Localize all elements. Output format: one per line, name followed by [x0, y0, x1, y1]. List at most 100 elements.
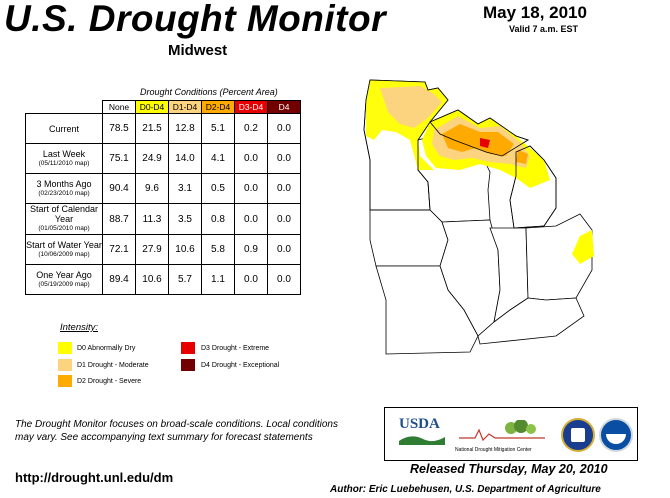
table-cell: 0.0	[267, 234, 301, 265]
legend-swatch-d4	[181, 359, 195, 371]
state-kentucky	[477, 297, 585, 345]
table-cell: 12.8	[168, 113, 202, 144]
row-label-text: 3 Months Ago	[36, 178, 92, 189]
table-cell: 0.0	[267, 203, 301, 235]
table-cell: 0.0	[267, 264, 301, 295]
table-cell: 10.6	[135, 264, 169, 295]
page-title: U.S. Drought Monitor	[4, 0, 386, 39]
table-cell: 14.0	[168, 143, 202, 174]
disclaimer-note: The Drought Monitor focuses on broad-sca…	[15, 419, 338, 443]
legend-label-d1: D1 Drought - Moderate	[77, 362, 149, 369]
table-cell: 0.0	[234, 143, 268, 174]
noaa-logo-icon	[599, 418, 633, 452]
usda-logo: USDA	[399, 416, 445, 450]
col-header-d1-d4: D1-D4	[168, 100, 202, 114]
row-label: Start of Calendar Year (01/05/2010 map)	[25, 203, 103, 235]
table-cell: 0.0	[234, 264, 268, 295]
table-header-row: None D0-D4 D1-D4 D2-D4 D3-D4 D4	[26, 100, 301, 114]
author-credit: Author: Eric Luebehusen, U.S. Department…	[330, 484, 601, 495]
row-label-text: Start of Water Year	[26, 239, 102, 250]
table-row: Last Week (05/11/2010 map) 75.1 24.9 14.0 4.1…	[25, 143, 301, 174]
row-label-text: Last Week	[42, 148, 86, 159]
ndmc-logo: National Drought Mitigation Center	[455, 419, 547, 454]
map-date: May 18, 2010	[483, 3, 587, 22]
col-header-d2-d4: D2-D4	[201, 100, 235, 114]
legend-swatch-d0	[58, 342, 72, 354]
row-label: Last Week (05/11/2010 map)	[25, 143, 103, 174]
table-cell: 27.9	[135, 234, 169, 265]
row-label: One Year Ago (05/19/2009 map)	[25, 264, 103, 295]
table-cell: 0.0	[267, 113, 301, 144]
midwest-drought-map	[363, 79, 594, 355]
doc-seal-center	[571, 428, 585, 442]
table-row: Current 78.5 21.5 12.8 5.1 0.2 0.0	[25, 113, 301, 144]
row-label-text: Start of Calendar Year	[29, 204, 99, 224]
noaa-logo-wave	[606, 434, 626, 444]
table-cell: 5.7	[168, 264, 202, 295]
table-cell: 72.1	[102, 234, 136, 265]
drought-conditions-table: None D0-D4 D1-D4 D2-D4 D3-D4 D4 Current 7…	[25, 100, 301, 295]
website-link[interactable]: http://drought.unl.edu/dm	[15, 470, 174, 485]
table-cell: 0.0	[234, 173, 268, 204]
table-cell: 4.1	[201, 143, 235, 174]
border-upper-michigan	[429, 109, 529, 157]
legend-label-d3: D3 Drought - Extreme	[201, 345, 270, 352]
table-cell: 88.7	[102, 203, 136, 235]
ndmc-logo-text: National Drought Mitigation Center	[455, 447, 532, 453]
table-cell: 0.0	[267, 173, 301, 204]
table-cell: 5.8	[201, 234, 235, 265]
table-cell: 21.5	[135, 113, 169, 144]
drought-area-d0-ohio	[572, 230, 594, 264]
table-cell: 89.4	[102, 264, 136, 295]
table-cell: 0.0	[267, 143, 301, 174]
table-cell: 0.5	[201, 173, 235, 204]
usda-logo-text: USDA	[399, 416, 440, 432]
row-label-date: (01/05/2010 map)	[38, 225, 90, 232]
table-cell: 0.8	[201, 203, 235, 235]
table-cell: 0.2	[234, 113, 268, 144]
row-label: 3 Months Ago (02/23/2010 map)	[25, 173, 103, 204]
drought-area-d3	[480, 138, 490, 148]
valid-time: Valid 7 a.m. EST	[509, 24, 579, 34]
table-row: 3 Months Ago (02/23/2010 map) 90.4 9.6 3.1 0.…	[25, 173, 301, 204]
agency-logos-box: USDA National Drought Mitigation Center	[384, 407, 638, 461]
row-label: Start of Water Year (10/06/2009 map)	[25, 234, 103, 265]
row-label-date: (05/19/2009 map)	[38, 280, 90, 288]
table-cell: 5.1	[201, 113, 235, 144]
table-row: Start of Calendar Year (01/05/2010 map) 88…	[25, 203, 301, 235]
legend-swatch-d2	[58, 375, 72, 387]
release-date: Released Thursday, May 20, 2010	[410, 462, 608, 476]
legend-label-d2: D2 Drought - Severe	[77, 378, 142, 385]
row-label: Current	[25, 113, 103, 144]
table-cell: 24.9	[135, 143, 169, 174]
state-iowa	[369, 209, 449, 267]
ndmc-trees-icon	[459, 419, 545, 442]
border-minnesota	[363, 79, 449, 211]
state-border-overlay	[363, 79, 557, 229]
table-cell: 0.0	[234, 203, 268, 235]
table-cell: 0.9	[234, 234, 268, 265]
table-corner	[26, 101, 103, 114]
row-label-date: (10/06/2009 map)	[38, 250, 90, 258]
table-cell: 9.6	[135, 173, 169, 204]
doc-seal-icon	[561, 418, 595, 452]
region-label: Midwest	[168, 42, 228, 59]
table-cell: 1.1	[201, 264, 235, 295]
col-header-d3-d4: D3-D4	[234, 100, 268, 114]
table-cell: 90.4	[102, 173, 136, 204]
legend-title: Intensity:	[60, 322, 99, 333]
legend-swatch-d3	[181, 342, 195, 354]
table-cell: 10.6	[168, 234, 202, 265]
legend-label-d4: D4 Drought - Exceptional	[201, 362, 280, 369]
table-cell: 3.5	[168, 203, 202, 235]
row-label-date: (02/23/2010 map)	[38, 189, 90, 197]
row-label-date: (05/11/2010 map)	[38, 159, 90, 167]
table-row: Start of Water Year (10/06/2009 map) 72.1 2…	[25, 234, 301, 265]
col-header-d4: D4	[267, 100, 301, 114]
row-label-text: Current	[48, 123, 79, 134]
col-header-d0-d4: D0-D4	[135, 100, 169, 114]
usda-hill-icon	[399, 436, 445, 445]
legend-swatch-d1	[58, 359, 72, 371]
table-row: One Year Ago (05/19/2009 map) 89.4 10.6 5.7 1…	[25, 264, 301, 295]
table-cell: 3.1	[168, 173, 202, 204]
